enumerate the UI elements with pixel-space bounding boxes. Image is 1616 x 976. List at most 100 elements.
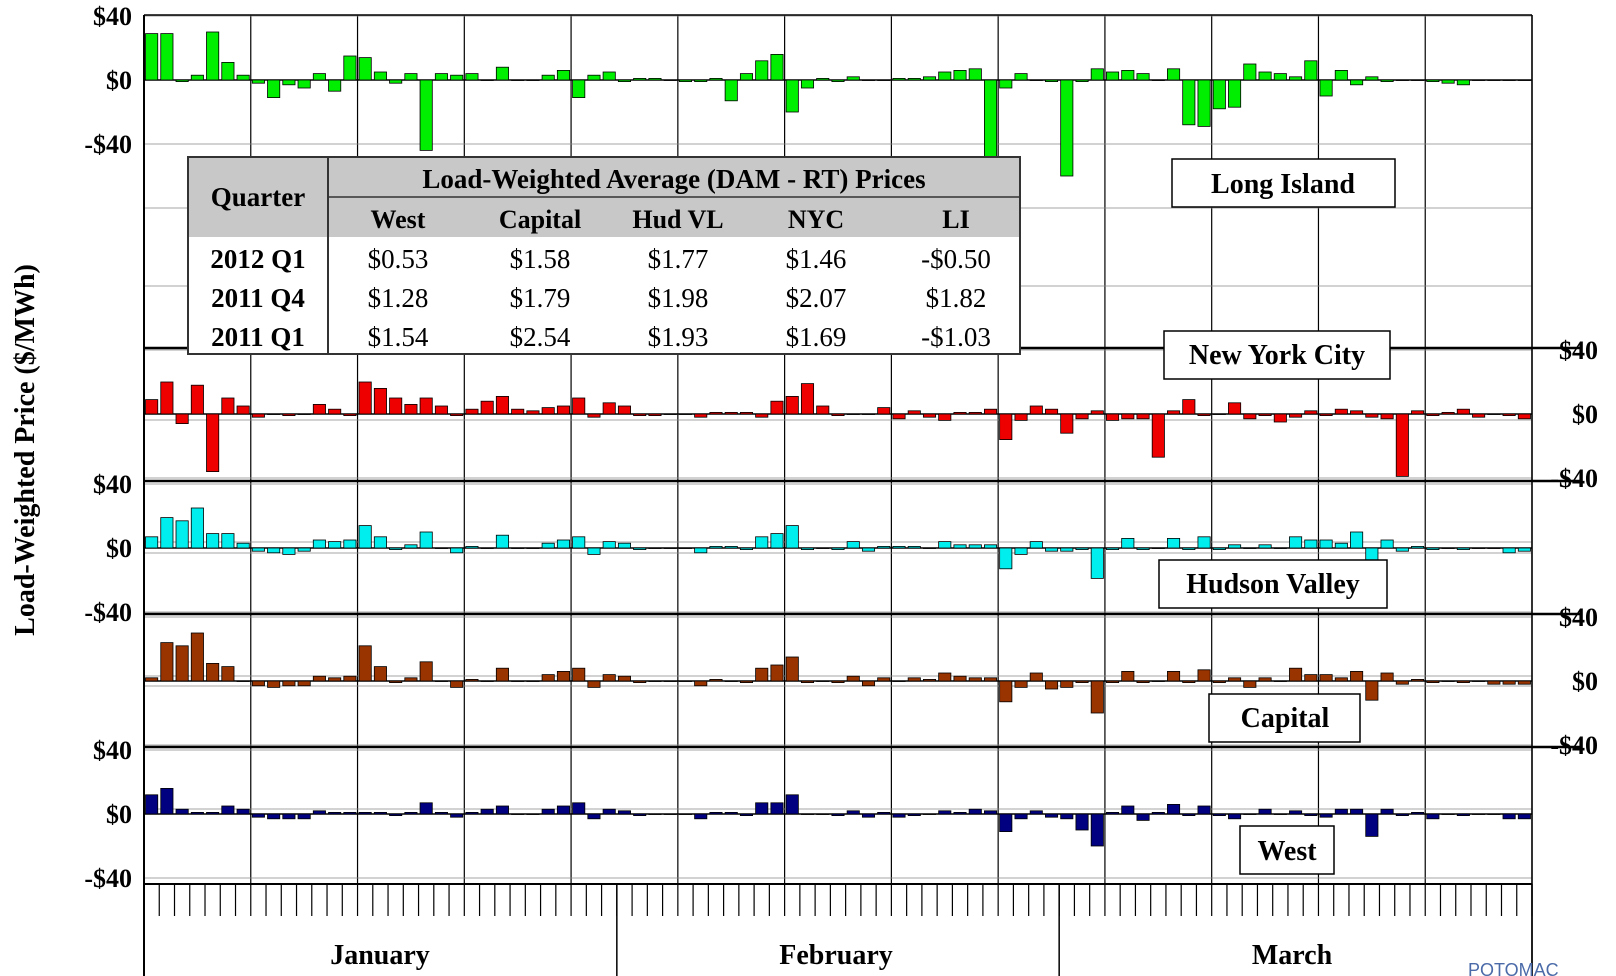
legend-box-long-island: Long Island xyxy=(1171,158,1396,208)
bar-hudson-valley xyxy=(678,547,692,549)
bar-capital xyxy=(1151,680,1165,682)
bar-west xyxy=(1334,808,1348,815)
bar-hudson-valley xyxy=(343,539,357,549)
bar-capital xyxy=(1273,680,1287,682)
bar-west xyxy=(495,805,509,815)
bar-west xyxy=(541,808,555,815)
bar-long-island xyxy=(861,79,876,81)
table-cell: $1.77 xyxy=(648,244,709,274)
y-tick-label: $40 xyxy=(93,2,132,31)
bar-hudson-valley xyxy=(297,547,311,552)
bar-hudson-valley xyxy=(907,546,921,549)
bar-new-york-city xyxy=(145,399,159,415)
bar-hudson-valley xyxy=(694,547,708,554)
bar-west xyxy=(1517,813,1531,820)
bar-long-island xyxy=(694,79,708,83)
table-cell: $1.98 xyxy=(648,283,709,313)
bar-long-island xyxy=(724,79,738,102)
bar-capital xyxy=(785,656,799,682)
bar-west xyxy=(1136,813,1150,821)
bar-capital xyxy=(1182,680,1196,684)
bar-new-york-city xyxy=(1197,413,1211,417)
bar-west xyxy=(358,812,372,815)
bar-capital xyxy=(190,632,204,682)
bar-capital xyxy=(1487,680,1501,685)
bar-long-island xyxy=(297,79,311,89)
bar-capital xyxy=(1045,680,1059,690)
bar-long-island xyxy=(968,68,982,81)
y-tick-label: -$40 xyxy=(1550,731,1598,760)
bar-capital xyxy=(846,675,860,682)
legend-box-west: West xyxy=(1239,825,1335,875)
bar-hudson-valley xyxy=(1319,539,1333,549)
bar-west xyxy=(1350,808,1364,815)
bar-new-york-city xyxy=(1151,413,1165,458)
bar-long-island xyxy=(739,73,754,81)
bar-long-island xyxy=(1090,68,1104,81)
table-cell: $1.82 xyxy=(926,283,987,313)
bar-west xyxy=(1045,813,1059,818)
bar-long-island xyxy=(1167,68,1181,81)
bar-long-island xyxy=(1121,70,1135,81)
y-tick-label: $0 xyxy=(106,534,132,563)
bar-new-york-city xyxy=(892,413,906,420)
bar-new-york-city xyxy=(1136,413,1150,420)
bar-west xyxy=(1167,804,1181,815)
summary-table: Quarter Load-Weighted Average (DAM - RT)… xyxy=(187,156,1021,355)
bar-long-island xyxy=(358,57,372,81)
bar-west xyxy=(1106,812,1120,815)
bar-long-island xyxy=(1304,60,1318,81)
table-row-quarter: 2011 Q1 xyxy=(211,322,305,352)
bar-long-island xyxy=(419,79,433,151)
bar-new-york-city xyxy=(373,387,387,415)
bar-long-island xyxy=(1212,79,1226,110)
bar-long-island xyxy=(877,79,891,81)
tick-labels: $40 $0 -$40 $40 $0 -$40 $40 $0 -$40 $40 $0 -$40 $40 $… xyxy=(84,2,1598,893)
y-tick-label: $40 xyxy=(1559,336,1598,365)
bar-long-island xyxy=(328,79,342,92)
bar-hudson-valley xyxy=(190,507,204,549)
bar-new-york-city xyxy=(282,413,296,417)
bar-west xyxy=(343,812,357,815)
month-label-march: March xyxy=(1252,940,1333,971)
legend-box-new-york-city: New York City xyxy=(1163,330,1391,380)
bar-long-island xyxy=(907,78,921,81)
bar-long-island xyxy=(922,76,937,81)
bar-long-island xyxy=(343,55,357,81)
bar-long-island xyxy=(282,79,296,86)
bar-long-island xyxy=(1060,79,1074,177)
bar-new-york-city xyxy=(846,413,860,415)
bar-capital xyxy=(312,675,326,682)
bar-capital xyxy=(1212,680,1226,684)
bar-long-island xyxy=(495,66,509,81)
bar-long-island xyxy=(236,74,250,81)
bar-west xyxy=(1273,813,1287,815)
bar-capital xyxy=(267,680,281,688)
bar-long-island xyxy=(1334,70,1348,81)
bar-new-york-city xyxy=(1106,413,1120,421)
bar-hudson-valley xyxy=(1487,547,1501,549)
bar-capital xyxy=(1014,680,1028,688)
bar-west xyxy=(1243,813,1257,815)
bar-hudson-valley xyxy=(739,547,754,551)
table-row-quarter: 2012 Q1 xyxy=(210,244,305,274)
table-rows: 2012 Q1 $0.53 $1.58 $1.77 $1.46 -$0.50 2011 Q4… xyxy=(210,244,991,352)
bar-new-york-city xyxy=(358,381,372,415)
table-cell: $1.58 xyxy=(510,244,571,274)
legend-label-hudson-valley: Hudson Valley xyxy=(1186,569,1360,600)
bar-new-york-city xyxy=(511,408,525,415)
bar-capital xyxy=(1258,677,1272,682)
bar-new-york-city xyxy=(648,413,662,417)
bar-hudson-valley xyxy=(1456,547,1470,551)
bar-long-island xyxy=(556,70,570,81)
bar-west xyxy=(1456,813,1470,817)
bar-west xyxy=(526,813,540,815)
bar-new-york-city xyxy=(267,413,281,415)
bar-capital xyxy=(724,680,738,682)
bar-west xyxy=(160,788,174,815)
bar-capital xyxy=(480,680,494,682)
bar-west xyxy=(1121,805,1135,815)
bar-hudson-valley xyxy=(1029,541,1043,549)
bar-capital xyxy=(389,680,403,684)
bar-capital xyxy=(572,667,586,682)
